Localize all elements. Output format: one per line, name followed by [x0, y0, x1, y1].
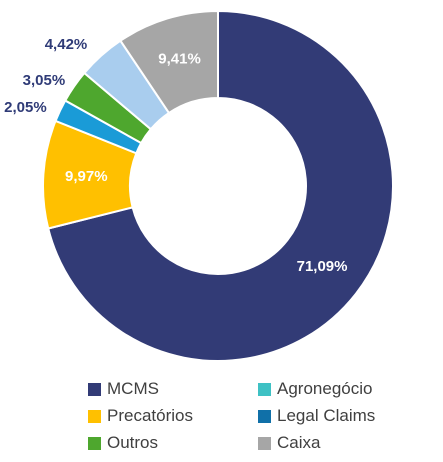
legend-item-legal-claims: Legal Claims — [258, 405, 375, 427]
legend-item-outros: Outros — [88, 432, 158, 454]
slice-mcms — [47, 9, 394, 362]
data-label-agronegocio: 4,42% — [45, 36, 88, 53]
legend-label-precatorios: Precatórios — [107, 406, 193, 425]
legend-item-mcms: MCMS — [88, 378, 159, 400]
legend-swatch-precatorios — [88, 409, 101, 423]
data-label-caixa: 9,41% — [158, 51, 201, 68]
donut-chart: 71,09% 9,97% 2,05% 3,05% 4,42% 9,41% — [4, 9, 394, 362]
slice-caixa — [119, 9, 219, 115]
data-label-legal-claims: 2,05% — [4, 99, 47, 116]
legend-item-precatorios: Precatórios — [88, 405, 193, 427]
legend-swatch-mcms — [88, 382, 101, 396]
legend-item-agronegocio: Agronegócio — [258, 378, 372, 400]
legend-swatch-legal-claims — [258, 409, 271, 423]
legend-label-caixa: Caixa — [277, 433, 321, 452]
legend-label-agronegocio: Agronegócio — [277, 379, 373, 398]
data-label-outros: 3,05% — [23, 72, 66, 89]
legend-label-mcms: MCMS — [107, 379, 159, 398]
chart-legend: MCMS Agronegócio Precatórios Legal Claim… — [0, 374, 443, 458]
data-label-mcms: 71,09% — [297, 258, 348, 275]
legend-swatch-outros — [88, 436, 101, 450]
legend-swatch-agronegocio — [258, 382, 271, 396]
legend-swatch-caixa — [258, 436, 271, 450]
legend-label-legal-claims: Legal Claims — [277, 406, 376, 425]
data-label-precatorios: 9,97% — [65, 168, 108, 185]
legend-item-caixa: Caixa — [258, 432, 320, 454]
legend-label-outros: Outros — [107, 433, 159, 452]
